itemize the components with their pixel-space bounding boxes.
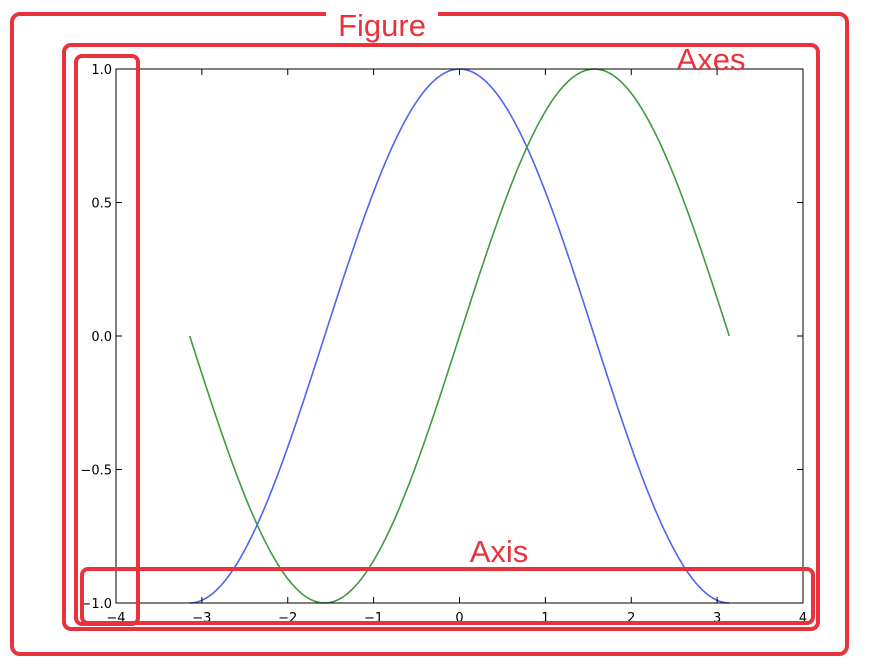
x-tick-label: 2 (627, 611, 635, 626)
y-tick-label: 0.0 (91, 330, 112, 345)
axes-label: Axes (677, 42, 746, 77)
y-tick-label: −1.0 (80, 597, 112, 612)
x-tick-label: 4 (799, 611, 807, 626)
y-tick-label: 1.0 (91, 63, 112, 78)
y-tick-label: −0.5 (80, 464, 112, 479)
y-tick-label: 0.5 (91, 197, 112, 212)
x-tick-label: 0 (455, 611, 463, 626)
axis-label: Axis (470, 534, 529, 569)
y-axis-ticks: −1.0 −0.5 0.0 0.5 1.0 (80, 63, 803, 612)
x-tick-label: 3 (713, 611, 721, 626)
axes-box (62, 43, 820, 631)
figure-label: Figure (338, 8, 426, 43)
x-axis-box (80, 567, 815, 625)
x-tick-label: 1 (541, 611, 549, 626)
figure-label-backdrop (326, 6, 438, 42)
